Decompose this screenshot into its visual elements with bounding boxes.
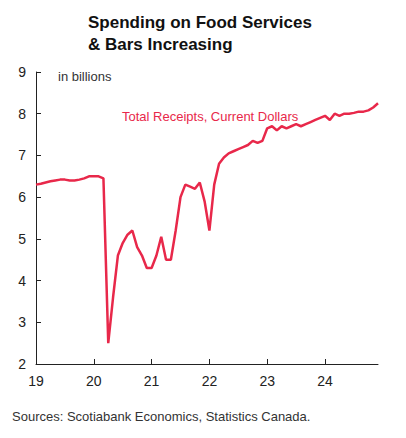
svg-text:21: 21 [144,373,160,389]
svg-text:3: 3 [18,314,26,330]
svg-text:9: 9 [18,64,26,80]
svg-text:24: 24 [317,373,333,389]
svg-text:Total Receipts, Current Dollar: Total Receipts, Current Dollars [122,109,299,124]
svg-text:22: 22 [202,373,218,389]
svg-text:19: 19 [28,373,44,389]
svg-text:6: 6 [18,189,26,205]
svg-text:7: 7 [18,147,26,163]
svg-text:4: 4 [18,273,26,289]
svg-text:& Bars Increasing: & Bars Increasing [88,35,233,54]
svg-text:23: 23 [259,373,275,389]
svg-text:8: 8 [18,106,26,122]
svg-text:in billions: in billions [58,69,112,84]
svg-text:20: 20 [86,373,102,389]
svg-text:Sources: Scotiabank Economics,: Sources: Scotiabank Economics, Statistic… [12,409,310,424]
svg-text:2: 2 [18,356,26,372]
svg-text:5: 5 [18,231,26,247]
svg-text:Spending on Food Services: Spending on Food Services [88,13,317,32]
